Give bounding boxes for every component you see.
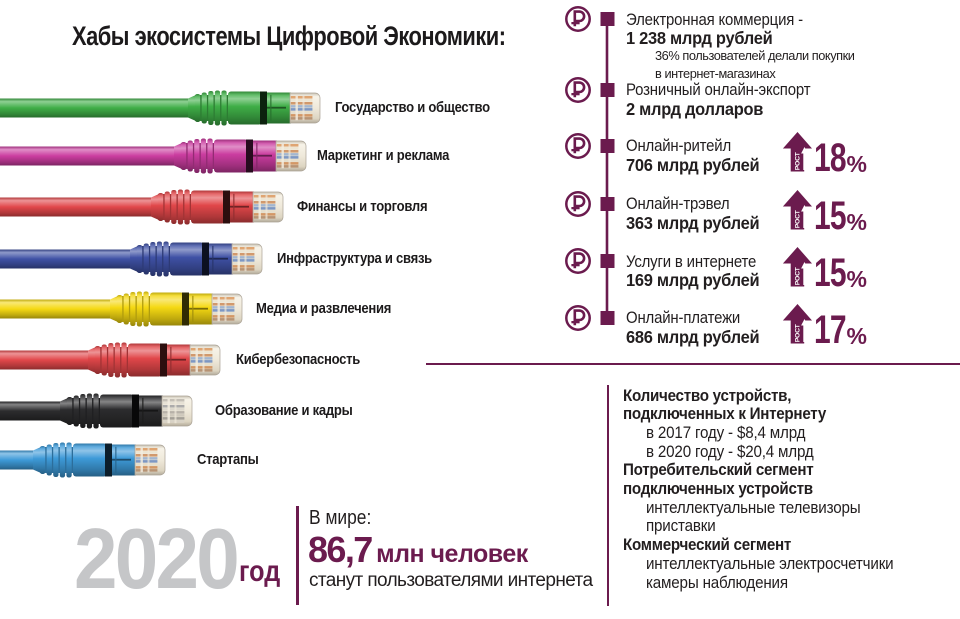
svg-text:РОСТ: РОСТ	[795, 209, 802, 228]
svg-text:РОСТ: РОСТ	[795, 266, 802, 285]
svg-text:РОСТ: РОСТ	[795, 151, 802, 170]
svg-text:РОСТ: РОСТ	[795, 323, 802, 342]
